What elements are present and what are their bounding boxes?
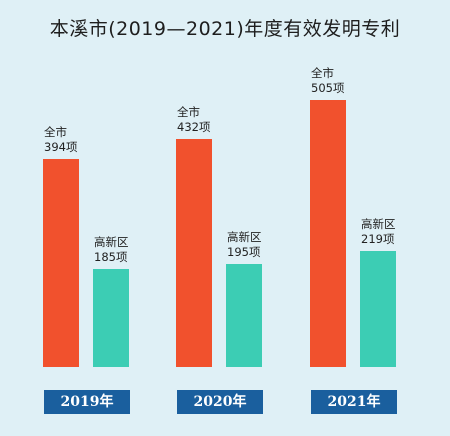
data-label-zone-2: 高新区 195项 bbox=[227, 230, 262, 260]
bar-zone-3 bbox=[360, 251, 396, 367]
value-label: 432项 bbox=[177, 120, 211, 134]
bar-zone-2 bbox=[226, 264, 262, 367]
data-label-zone-1: 高新区 185项 bbox=[94, 235, 129, 265]
bar-zone-1 bbox=[93, 269, 129, 367]
category-label-2: 2020年 bbox=[177, 390, 263, 414]
series-name-label: 高新区 bbox=[227, 230, 262, 244]
series-name-label: 高新区 bbox=[94, 235, 129, 249]
chart-title: 本溪市(2019—2021)年度有效发明专利 bbox=[49, 18, 401, 40]
bar-city-2 bbox=[176, 139, 212, 367]
data-label-city-3: 全市 505项 bbox=[311, 66, 344, 96]
series-name-label: 全市 bbox=[311, 66, 334, 80]
value-label: 505项 bbox=[311, 81, 345, 95]
category-label-3: 2021年 bbox=[311, 390, 397, 414]
bar-city-1 bbox=[43, 159, 79, 367]
bar-city-3 bbox=[310, 100, 346, 367]
value-label: 219项 bbox=[361, 232, 395, 246]
data-label-zone-3: 高新区 219项 bbox=[361, 217, 396, 247]
series-name-label: 全市 bbox=[44, 125, 67, 139]
category-label-1: 2019年 bbox=[44, 390, 130, 414]
series-name-label: 全市 bbox=[177, 105, 200, 119]
data-label-city-2: 全市 432项 bbox=[177, 105, 210, 135]
value-label: 394项 bbox=[44, 140, 78, 154]
data-label-city-1: 全市 394项 bbox=[44, 125, 77, 155]
value-label: 195项 bbox=[227, 245, 261, 259]
value-label: 185项 bbox=[94, 250, 128, 264]
series-name-label: 高新区 bbox=[361, 217, 396, 231]
